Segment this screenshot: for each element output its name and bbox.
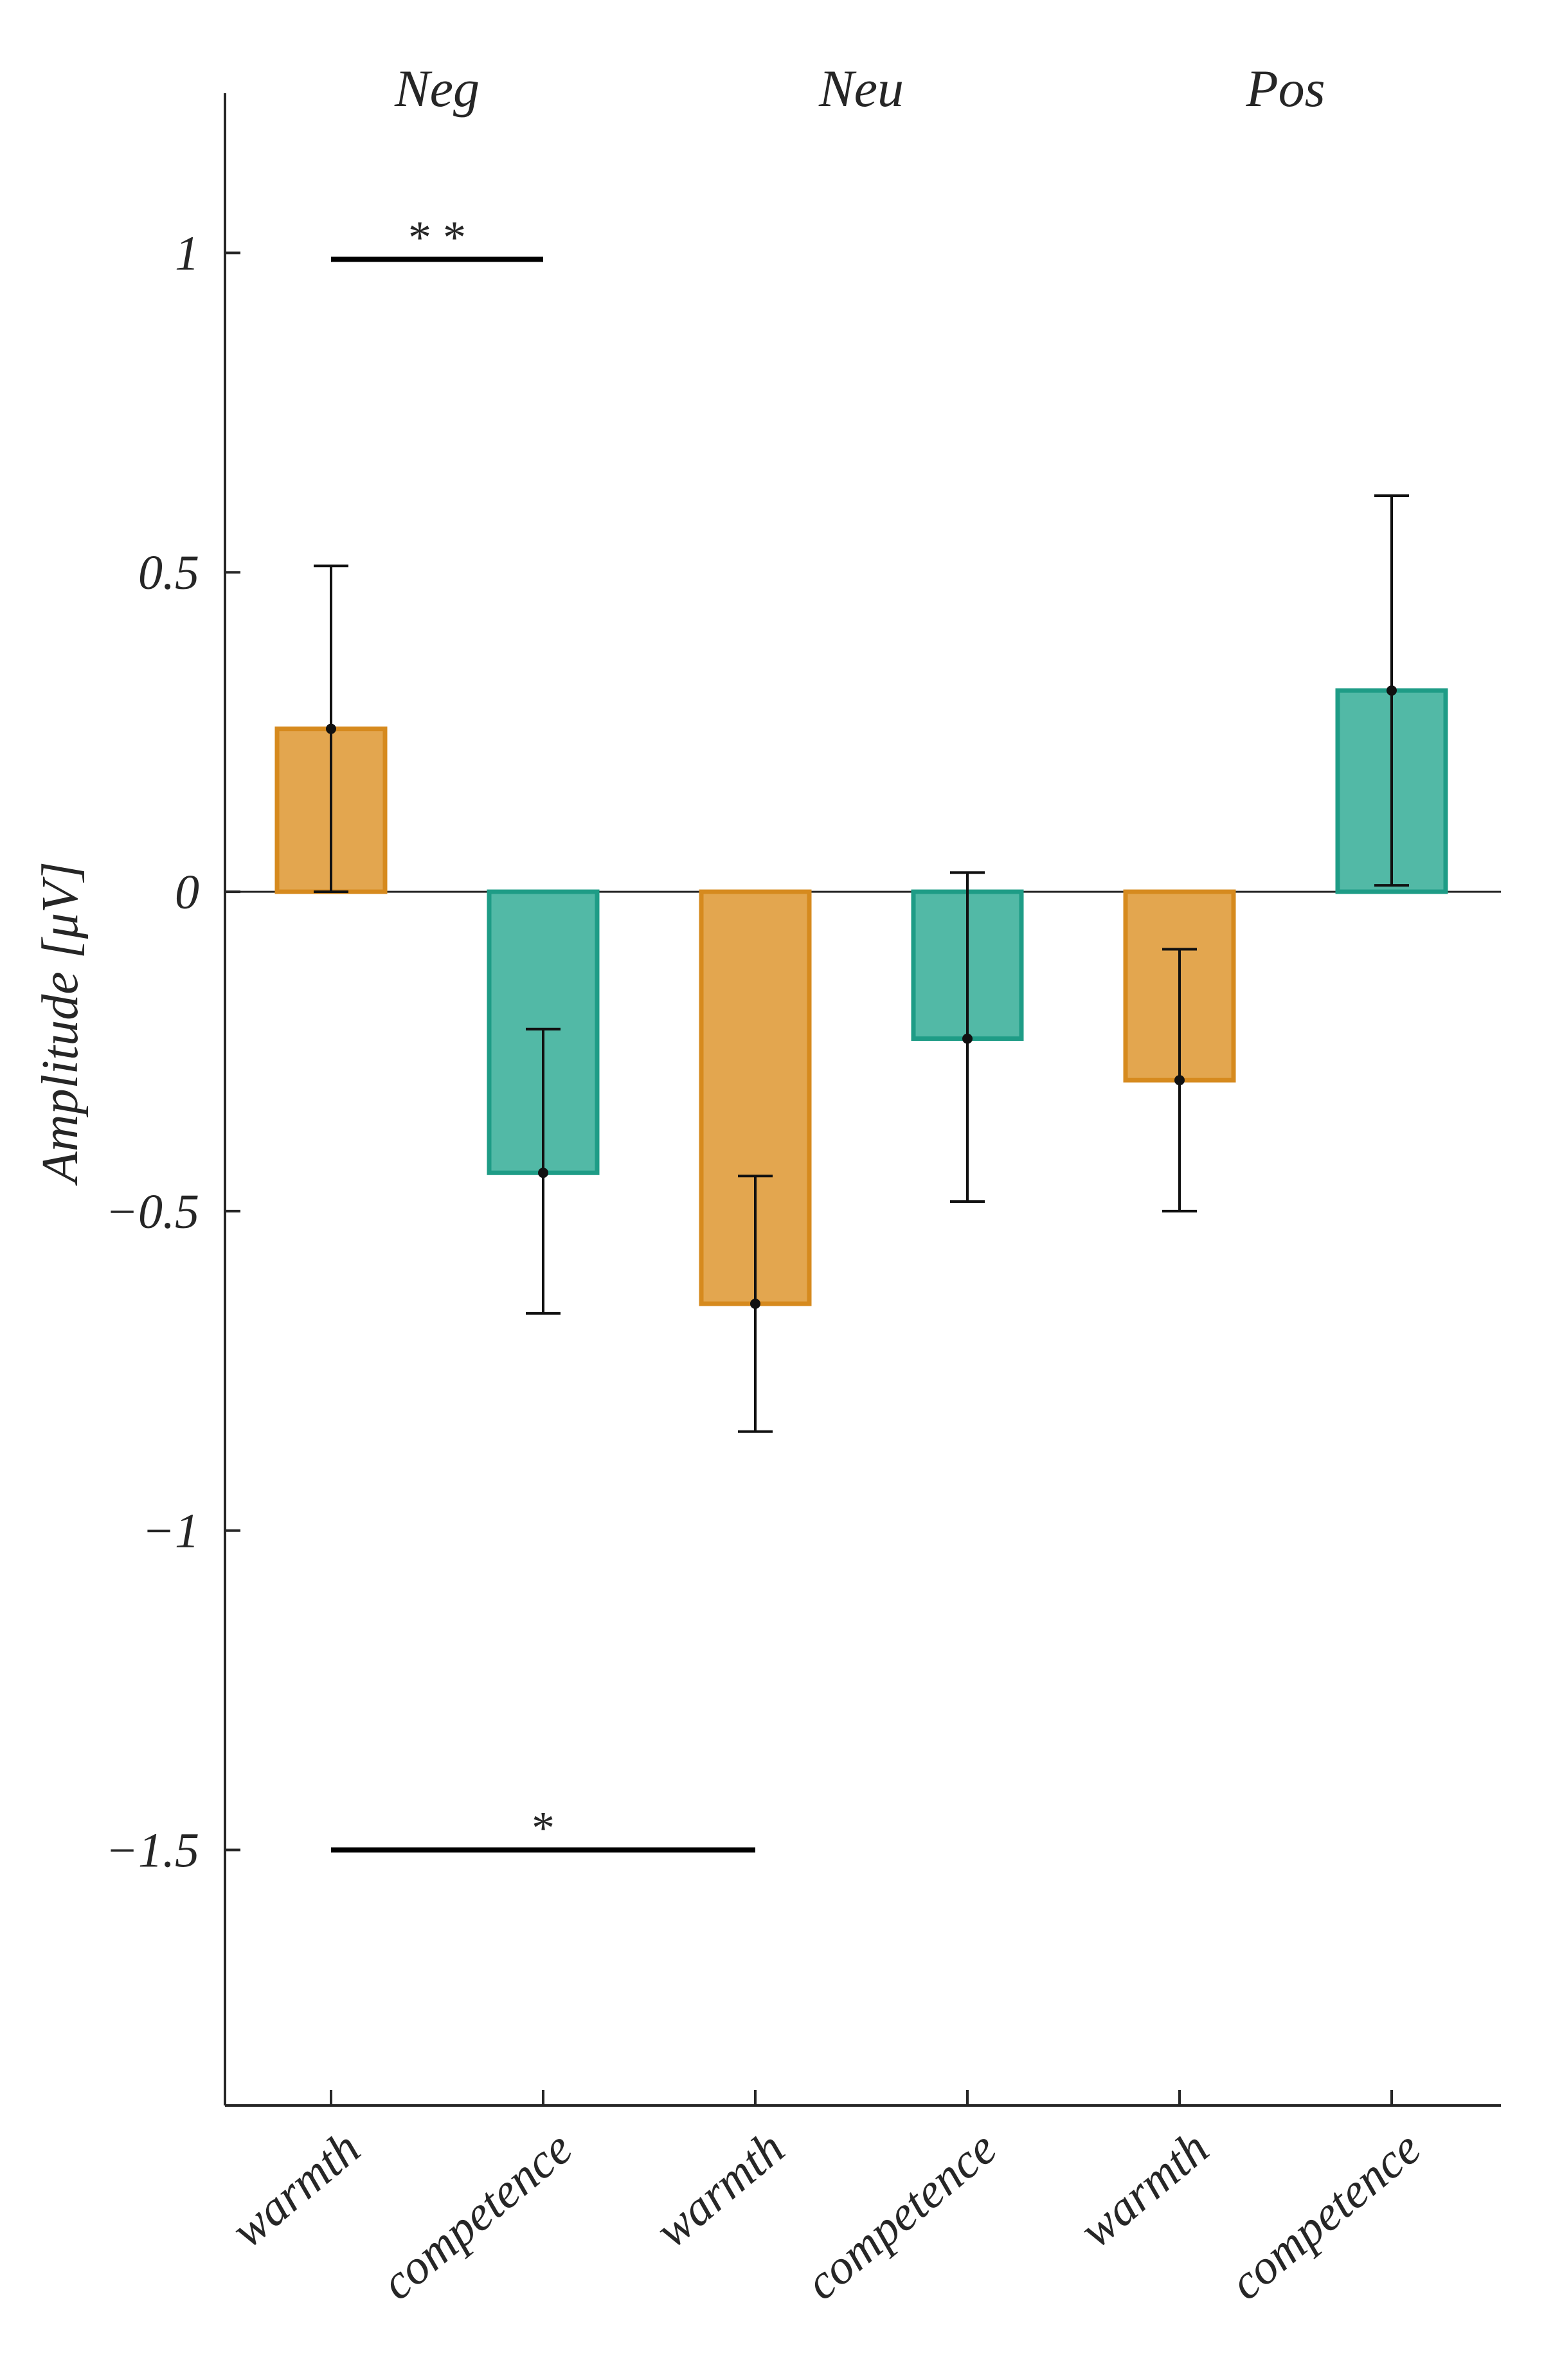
mean-point <box>1174 1075 1185 1086</box>
group-label-pos: Pos <box>1246 59 1325 118</box>
group-label-neu: Neu <box>818 59 904 118</box>
error-bars <box>314 494 1409 1433</box>
mean-point <box>1387 685 1397 696</box>
y-tick-label: 1 <box>175 226 199 280</box>
x-category-label: competence <box>1219 2121 1431 2311</box>
y-tick-label: −0.5 <box>105 1185 199 1239</box>
mean-point <box>750 1298 760 1309</box>
significance-label: * <box>532 1803 555 1854</box>
mean-point <box>538 1167 548 1178</box>
mean-point <box>326 723 336 734</box>
x-category-label: warmth <box>1070 2121 1219 2258</box>
x-category-label: competence <box>371 2121 582 2311</box>
x-category-label: warmth <box>645 2121 794 2258</box>
x-category-label: competence <box>795 2121 1007 2311</box>
y-tick-label: −1 <box>142 1504 199 1558</box>
group-label-neg: Neg <box>394 59 480 118</box>
y-tick-label: −1.5 <box>105 1824 199 1878</box>
y-tick-label: 0 <box>175 865 199 919</box>
x-category-label: warmth <box>221 2121 370 2258</box>
y-axis-label: Amplitude [μV] <box>32 861 89 1186</box>
bars <box>274 688 1448 1306</box>
y-tick-label: 0.5 <box>138 546 199 600</box>
significance-label: * * <box>408 212 466 263</box>
mean-point <box>962 1033 973 1044</box>
axes <box>224 93 1501 2107</box>
significance-markers: * * * <box>331 212 755 1854</box>
